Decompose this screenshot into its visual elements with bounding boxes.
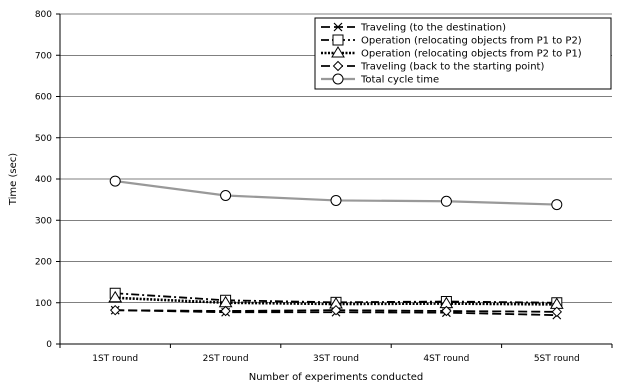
y-tick-label: 100 xyxy=(35,299,52,309)
legend: Traveling (to the destination) Operation … xyxy=(314,17,612,90)
gridlines xyxy=(60,13,612,304)
series-line xyxy=(115,309,557,313)
legend-marker xyxy=(332,34,344,46)
data-point xyxy=(220,190,232,201)
series-group xyxy=(108,175,564,320)
y-tick-label: 400 xyxy=(35,175,52,185)
legend-box xyxy=(314,17,612,90)
data-point xyxy=(441,305,452,317)
legend-entry: Total cycle time xyxy=(321,73,439,86)
y-tick-label: 300 xyxy=(35,216,52,226)
data-point xyxy=(330,304,342,316)
data-point xyxy=(551,306,563,318)
legend-entry: Operation (relocating objects from P1 to… xyxy=(321,34,582,47)
legend-label: Traveling (back to the starting point) xyxy=(360,62,544,73)
y-tick-label: 700 xyxy=(35,51,52,61)
series-4 xyxy=(109,175,563,211)
x-tick-labels: 1ST round 2ST round 3ST round 4ST round 5ST … xyxy=(92,354,580,364)
legend-label: Operation (relocating objects from P2 to… xyxy=(361,49,582,60)
x-tick-label: 4ST round xyxy=(423,354,469,364)
legend-entry: Operation (relocating objects from P2 to… xyxy=(321,46,582,60)
data-point xyxy=(109,304,121,316)
data-point xyxy=(220,305,231,317)
x-tick-label: 5ST round xyxy=(534,354,580,364)
x-tick-label: 1ST round xyxy=(92,354,138,364)
legend-label: Traveling (to the destination) xyxy=(360,23,506,34)
y-tick-label: 200 xyxy=(35,258,52,268)
series-2 xyxy=(108,290,564,309)
data-point xyxy=(551,199,563,211)
data-point xyxy=(108,290,123,303)
y-tick-label: 0 xyxy=(46,340,52,350)
legend-marker xyxy=(332,60,344,72)
data-point xyxy=(440,195,452,207)
legend-label: Total cycle time xyxy=(360,75,439,86)
axes xyxy=(56,13,613,348)
series-3 xyxy=(109,304,563,318)
x-axis-title: Number of experiments conducted xyxy=(249,372,424,383)
y-tick-labels: 0 100 200 300 400 500 600 700 800 xyxy=(35,10,52,350)
y-tick-label: 600 xyxy=(35,93,52,103)
data-point xyxy=(109,175,121,187)
y-tick-label: 800 xyxy=(35,10,52,20)
x-tick-label: 2ST round xyxy=(203,354,249,364)
y-axis-title: Time (sec) xyxy=(8,153,19,206)
y-tick-label: 500 xyxy=(35,134,52,144)
x-tick-label: 3ST round xyxy=(313,354,359,364)
legend-marker xyxy=(332,73,344,85)
legend-entry: Traveling (to the destination) xyxy=(321,23,506,34)
data-point xyxy=(330,194,342,206)
legend-label: Operation (relocating objects from P1 to… xyxy=(361,36,582,47)
legend-entry: Traveling (back to the starting point) xyxy=(321,60,544,73)
legend-marker xyxy=(331,46,345,58)
series-line xyxy=(115,292,557,304)
legend-marker xyxy=(333,22,343,32)
